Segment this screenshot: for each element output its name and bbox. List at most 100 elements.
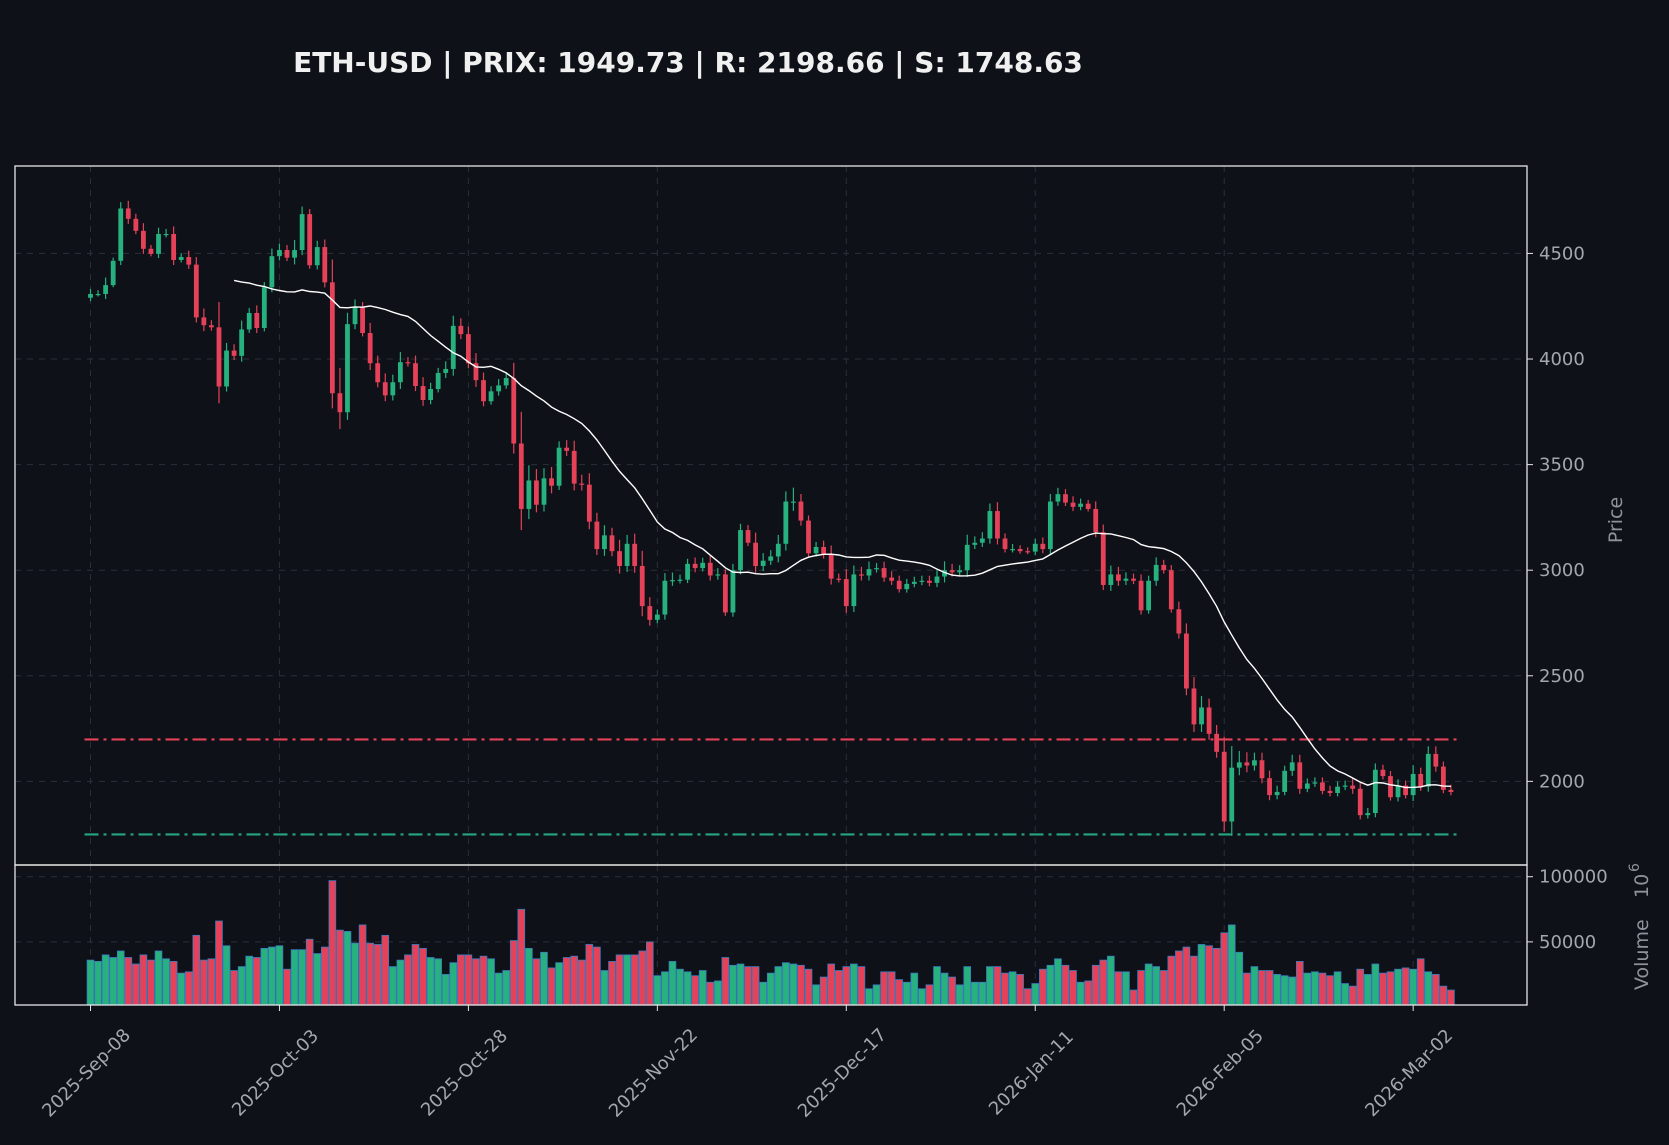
candle-body-up xyxy=(526,480,532,509)
candle-body-up xyxy=(1055,494,1061,502)
volume-bar-up xyxy=(1364,974,1372,1006)
volume-bar-down xyxy=(948,976,956,1006)
candle-body-down xyxy=(745,530,751,543)
candle-body-down xyxy=(1161,564,1167,571)
candle-body-up xyxy=(957,570,963,573)
volume-bar-up xyxy=(154,950,163,1006)
volume-bar-down xyxy=(925,984,934,1006)
candle-body-down xyxy=(579,483,585,485)
volume-bar-down xyxy=(1416,958,1425,1006)
volume-bar-down xyxy=(1175,950,1183,1006)
candle-body-up xyxy=(1425,753,1431,787)
candle-body-up xyxy=(904,583,910,590)
candle-body-down xyxy=(692,563,698,569)
volume-bar-down xyxy=(464,954,473,1006)
volume-bar-up xyxy=(449,962,458,1006)
volume-bar-down xyxy=(328,880,337,1006)
volume-bar-down xyxy=(200,959,208,1006)
candle-body-down xyxy=(722,574,728,613)
volume-bar-down xyxy=(895,979,904,1006)
candle-body-down xyxy=(254,312,260,328)
candle-body-down xyxy=(1115,574,1121,581)
volume-bar-up xyxy=(1144,963,1153,1006)
candle-body-down xyxy=(1025,551,1031,553)
volume-bar-down xyxy=(320,946,329,1006)
grid-lines xyxy=(15,166,1527,1005)
candle-body-down xyxy=(617,551,622,566)
candle-body-down xyxy=(322,247,328,283)
candle-body-down xyxy=(1131,578,1136,581)
volume-bar-up xyxy=(850,963,858,1006)
candle-body-down xyxy=(549,478,554,486)
candle-body-down xyxy=(466,334,471,364)
candle-body-down xyxy=(707,562,713,576)
volume-bar-down xyxy=(1265,970,1274,1006)
volume-bar-down xyxy=(283,968,291,1006)
volume-bar-up xyxy=(1280,975,1289,1006)
candle-body-down xyxy=(481,380,486,402)
volume-bar-down xyxy=(1061,964,1070,1006)
candle-body-down xyxy=(594,521,600,550)
candle-body-down xyxy=(420,386,426,400)
candle-body-up xyxy=(345,324,350,413)
volume-bar-up xyxy=(782,962,790,1006)
candle-body-up xyxy=(428,389,434,400)
candle-body-up xyxy=(783,501,789,544)
candle-body-down xyxy=(896,580,902,590)
volume-bar-up xyxy=(1122,971,1130,1006)
volume-bar-down xyxy=(1023,988,1032,1006)
candle-body-up xyxy=(1229,767,1235,822)
volume-bar-up xyxy=(1273,974,1281,1006)
volume-bar-up xyxy=(978,981,987,1006)
volume-bar-up xyxy=(275,945,284,1006)
volume-bar-down xyxy=(1091,964,1100,1006)
volume-bar-up xyxy=(623,954,631,1006)
volume-bar-up xyxy=(600,970,609,1006)
volume-bars xyxy=(86,880,1455,1006)
candle-body-down xyxy=(1380,769,1386,777)
candle-body-up xyxy=(602,535,607,550)
candle-body-down xyxy=(1093,508,1099,533)
candle-body-down xyxy=(927,580,932,583)
candle-body-down xyxy=(216,327,222,387)
volume-bar-up xyxy=(1008,971,1017,1006)
volume-bar-down xyxy=(797,964,805,1006)
volume-bar-up xyxy=(351,942,359,1006)
volume-axis-label-text: Volume xyxy=(1631,919,1653,990)
volume-bar-down xyxy=(834,970,843,1006)
volume-bar-up xyxy=(668,961,677,1006)
candle-body-down xyxy=(609,535,615,552)
volume-bar-down xyxy=(132,963,140,1006)
candle-body-up xyxy=(443,368,449,373)
volume-bar-down xyxy=(1348,985,1357,1006)
candle-body-up xyxy=(677,579,683,581)
volume-bar-down xyxy=(139,954,148,1006)
volume-bar-down xyxy=(381,934,390,1006)
volume-bar-up xyxy=(902,981,911,1006)
volume-bar-down xyxy=(1326,975,1334,1006)
candle-body-down xyxy=(1070,502,1076,507)
candle-body-up xyxy=(1146,580,1152,611)
candle-body-up xyxy=(1282,770,1288,792)
candle-body-up xyxy=(435,372,441,390)
price-tick-label: 4000 xyxy=(1539,349,1585,370)
volume-bar-up xyxy=(955,984,964,1006)
candle-body-up xyxy=(1372,769,1378,814)
candle-body-down xyxy=(375,363,381,383)
candle-body-down xyxy=(133,218,139,231)
volume-bar-up xyxy=(1031,983,1040,1006)
candle-body-up xyxy=(1274,791,1280,796)
volume-bar-up xyxy=(918,988,926,1006)
volume-bar-down xyxy=(1001,972,1009,1006)
volume-bar-down xyxy=(562,957,571,1006)
candle-body-up xyxy=(1032,543,1038,552)
candle-body-down xyxy=(564,447,570,451)
candle-body-down xyxy=(405,362,411,364)
candle-body-up xyxy=(503,378,509,386)
candle-body-down xyxy=(836,578,842,580)
volume-bar-down xyxy=(1258,970,1266,1006)
volume-bar-up xyxy=(540,951,548,1006)
volume-bar-up xyxy=(736,963,745,1006)
candle-body-up xyxy=(1365,813,1371,816)
